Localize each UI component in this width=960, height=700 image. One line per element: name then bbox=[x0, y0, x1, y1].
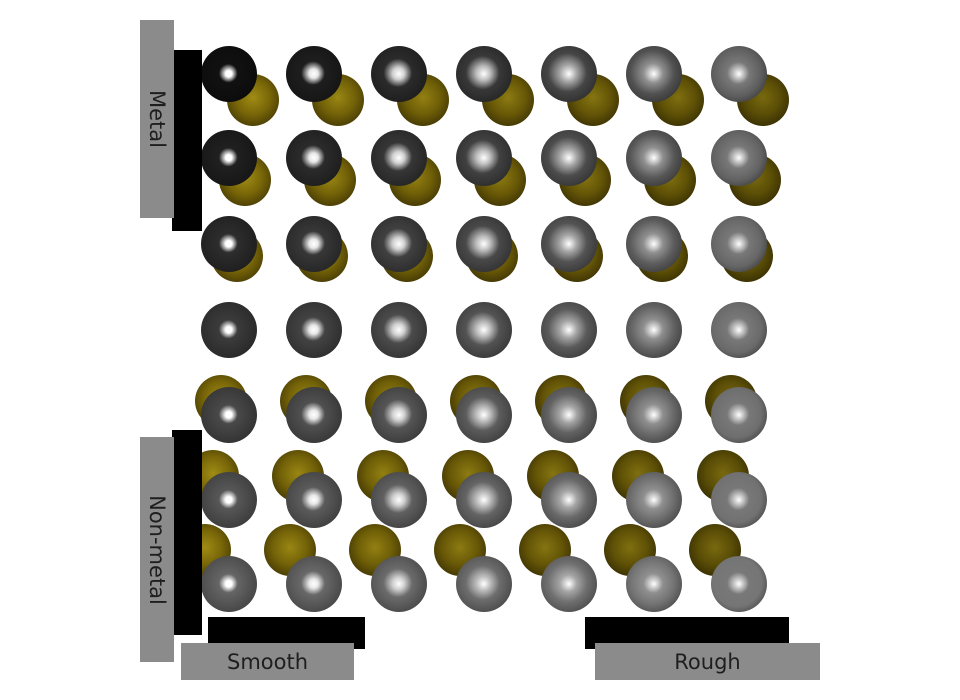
gray-sphere bbox=[456, 472, 512, 528]
gray-sphere bbox=[286, 556, 342, 612]
gray-sphere bbox=[456, 302, 512, 358]
gray-sphere bbox=[711, 556, 767, 612]
gray-sphere bbox=[541, 216, 597, 272]
gray-sphere bbox=[201, 302, 257, 358]
rough-label-text: Rough bbox=[674, 649, 741, 674]
gray-sphere-layer bbox=[201, 46, 767, 612]
gray-sphere bbox=[456, 387, 512, 443]
gray-sphere bbox=[371, 302, 427, 358]
non-metal-label: Non-metal bbox=[140, 437, 174, 662]
gray-sphere bbox=[201, 387, 257, 443]
smooth-label-text: Smooth bbox=[226, 649, 309, 674]
gray-sphere bbox=[626, 130, 682, 186]
gray-sphere bbox=[201, 130, 257, 186]
gray-sphere bbox=[456, 46, 512, 102]
gray-sphere bbox=[201, 46, 257, 102]
gray-sphere bbox=[626, 472, 682, 528]
gray-sphere bbox=[456, 216, 512, 272]
gray-sphere bbox=[286, 302, 342, 358]
gray-sphere bbox=[286, 216, 342, 272]
gray-sphere bbox=[711, 130, 767, 186]
gray-sphere bbox=[626, 556, 682, 612]
gray-sphere bbox=[371, 216, 427, 272]
gray-sphere bbox=[626, 302, 682, 358]
smooth-label: Smooth bbox=[181, 643, 354, 680]
metal-label-text: Metal bbox=[145, 90, 170, 148]
gray-sphere bbox=[541, 472, 597, 528]
gray-sphere bbox=[541, 556, 597, 612]
gray-sphere bbox=[371, 387, 427, 443]
gray-sphere bbox=[286, 387, 342, 443]
gray-sphere bbox=[626, 216, 682, 272]
gray-sphere bbox=[711, 387, 767, 443]
metal-bracket bbox=[172, 50, 202, 231]
gray-sphere bbox=[541, 387, 597, 443]
gray-sphere bbox=[371, 472, 427, 528]
gray-sphere bbox=[711, 46, 767, 102]
non-metal-label-text: Non-metal bbox=[145, 494, 170, 605]
gray-sphere bbox=[626, 387, 682, 443]
gray-sphere bbox=[711, 216, 767, 272]
gray-sphere bbox=[201, 556, 257, 612]
metal-label: Metal bbox=[140, 20, 174, 218]
gray-sphere bbox=[201, 216, 257, 272]
gray-sphere bbox=[456, 130, 512, 186]
rough-label: Rough bbox=[595, 643, 820, 680]
gray-sphere bbox=[201, 472, 257, 528]
gray-sphere bbox=[371, 130, 427, 186]
gray-sphere bbox=[371, 46, 427, 102]
gray-sphere bbox=[626, 46, 682, 102]
non-metal-bracket bbox=[172, 430, 202, 635]
gray-sphere bbox=[286, 130, 342, 186]
gray-sphere bbox=[711, 302, 767, 358]
gray-sphere bbox=[541, 46, 597, 102]
gray-sphere bbox=[371, 556, 427, 612]
gray-sphere bbox=[711, 472, 767, 528]
gray-sphere bbox=[541, 302, 597, 358]
gray-sphere bbox=[286, 472, 342, 528]
gray-sphere bbox=[541, 130, 597, 186]
gray-sphere bbox=[456, 556, 512, 612]
gray-sphere bbox=[286, 46, 342, 102]
